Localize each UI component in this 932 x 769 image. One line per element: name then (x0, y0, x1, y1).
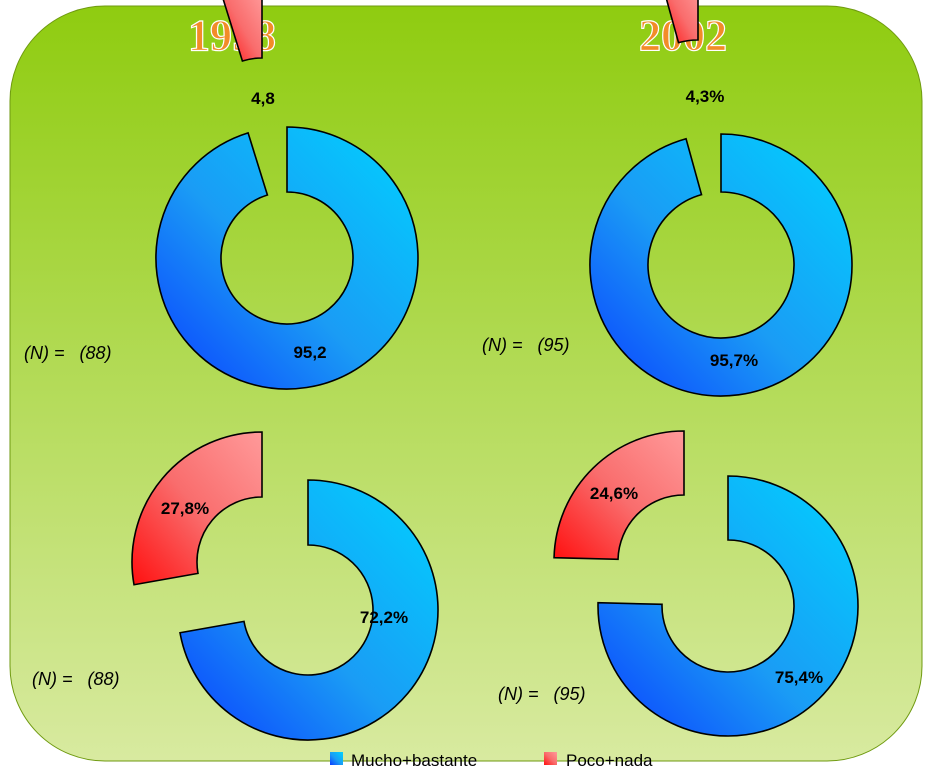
slice-poco-nada-2 (665, 0, 699, 44)
value-label-poco-nada-1: 4,8 (251, 89, 275, 108)
slice-mucho-bastante-2 (589, 133, 853, 397)
slice-poco-nada-1 (222, 0, 263, 62)
slice-mucho-bastante-3 (179, 479, 439, 741)
legend-swatch-poco-nada (544, 752, 557, 765)
slice-poco-nada-4 (553, 430, 685, 561)
value-label-mucho-bastante-2: 95,7% (710, 351, 758, 370)
sample-size-label-3: (N) = (88) (32, 669, 120, 689)
value-label-poco-nada-4: 24,6% (590, 484, 638, 503)
value-label-mucho-bastante-1: 95,2 (293, 343, 326, 362)
slice-poco-nada-3 (131, 431, 263, 586)
value-label-poco-nada-2: 4,3% (686, 87, 725, 106)
legend-label-mucho-bastante: Mucho+bastante (351, 751, 477, 769)
slice-mucho-bastante-1 (155, 126, 419, 390)
sample-size-label-2: (N) = (95) (482, 335, 570, 355)
value-label-poco-nada-3: 27,8% (161, 499, 209, 518)
slice-mucho-bastante-4 (597, 475, 859, 737)
sample-size-label-1: (N) = (88) (24, 343, 112, 363)
value-label-mucho-bastante-4: 75,4% (775, 668, 823, 687)
legend: Mucho+bastante Poco+nada (330, 751, 653, 769)
legend-swatch-mucho-bastante (330, 752, 343, 765)
legend-label-poco-nada: Poco+nada (566, 751, 653, 769)
value-label-mucho-bastante-3: 72,2% (360, 608, 408, 627)
sample-size-label-4: (N) = (95) (498, 684, 586, 704)
